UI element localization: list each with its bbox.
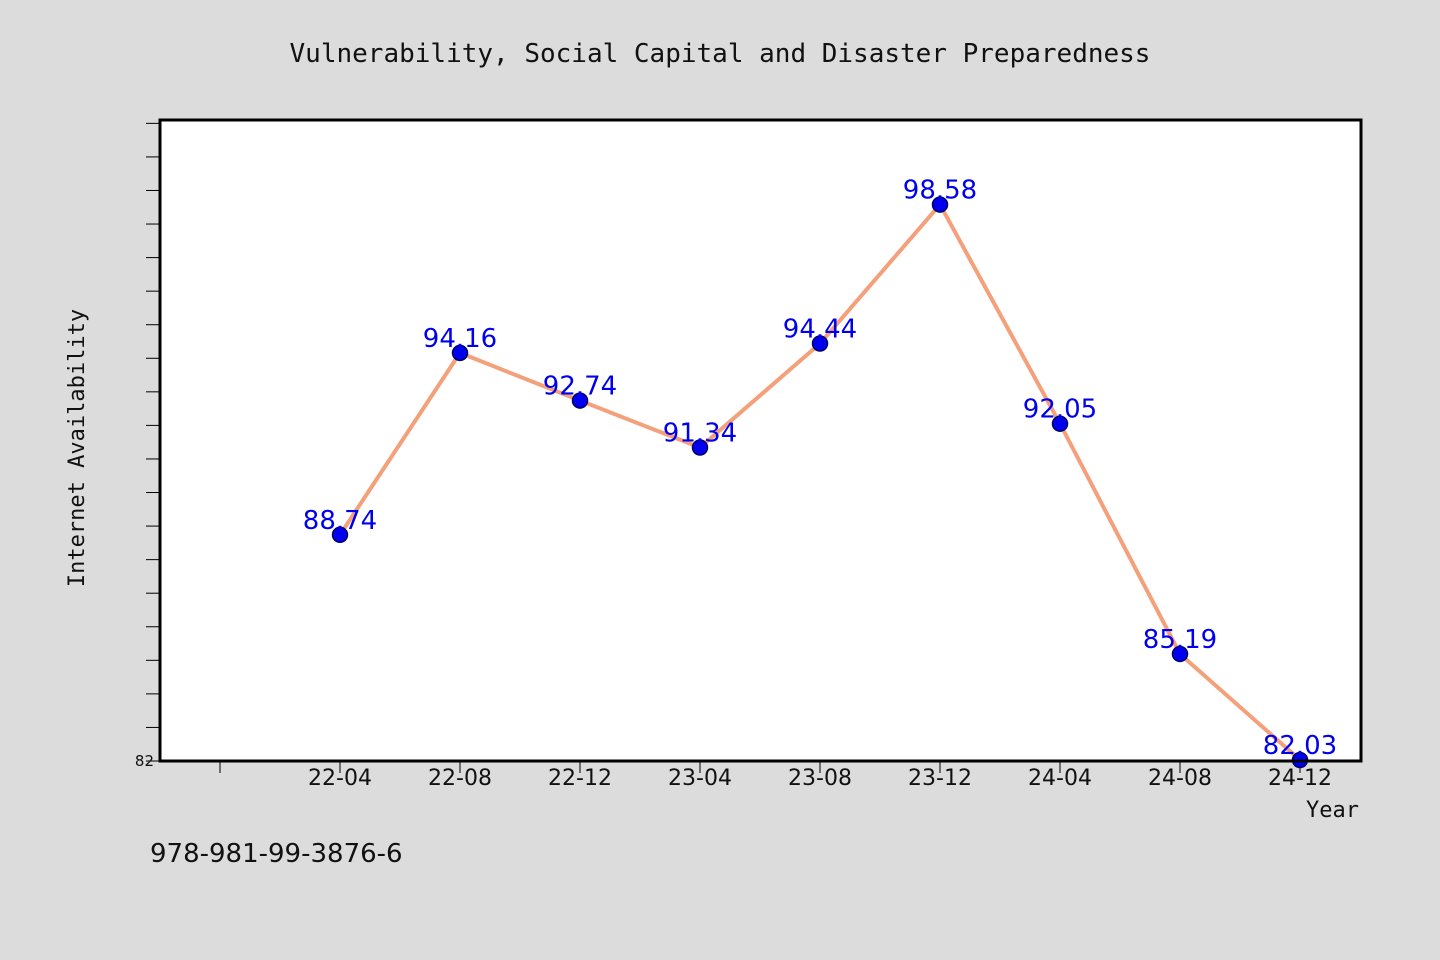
- x-tick-label: 24-08: [1148, 766, 1212, 791]
- data-point: [1171, 645, 1189, 663]
- data-point: [571, 392, 589, 409]
- y-tick-label: 82: [135, 752, 154, 770]
- x-tick-label: 22-08: [428, 766, 492, 791]
- series-line-group: 88.74 94.16 92.74 91.34 94.44 98.58 92.05 85.19…: [303, 176, 1337, 769]
- x-axis-label: Year: [1306, 798, 1359, 823]
- isbn-footer: 978-981-99-3876-6: [150, 839, 403, 869]
- chart-title: Vulnerability, Social Capital and Disast…: [290, 39, 1151, 69]
- data-label: 92.05: [1023, 395, 1097, 425]
- data-point: [811, 335, 829, 352]
- data-point: [691, 439, 709, 456]
- data-label: 94.16: [423, 324, 497, 354]
- x-tick-label: 23-08: [788, 766, 852, 791]
- x-axis-ticks: 22-04 22-08 22-12 23-04 23-08 23-12 24-04 24-08…: [219, 761, 1332, 791]
- plot-area: [160, 120, 1361, 761]
- data-point: [451, 344, 469, 362]
- x-tick-label: 24-04: [1028, 766, 1092, 791]
- data-label: 98.58: [903, 176, 977, 206]
- data-point: [1051, 415, 1069, 432]
- x-tick-label: 22-04: [308, 766, 372, 791]
- data-label: 88.74: [303, 506, 377, 536]
- x-tick-label: 24-12: [1268, 766, 1332, 791]
- y-axis-ticks: 82: [135, 122, 160, 770]
- plot-frame: [158, 118, 1363, 763]
- x-tick-label: 22-12: [548, 766, 612, 791]
- data-label: 82.03: [1263, 731, 1337, 761]
- y-axis-label: Internet Availability: [65, 309, 90, 587]
- data-point: [931, 196, 949, 213]
- data-label: 85.19: [1143, 625, 1217, 655]
- data-point: [331, 526, 349, 544]
- x-tick-label: 23-04: [668, 766, 732, 791]
- data-label: 94.44: [783, 315, 857, 345]
- data-label: 91.34: [663, 419, 737, 449]
- data-label: 92.74: [543, 372, 617, 402]
- x-tick-label: 23-12: [908, 766, 972, 791]
